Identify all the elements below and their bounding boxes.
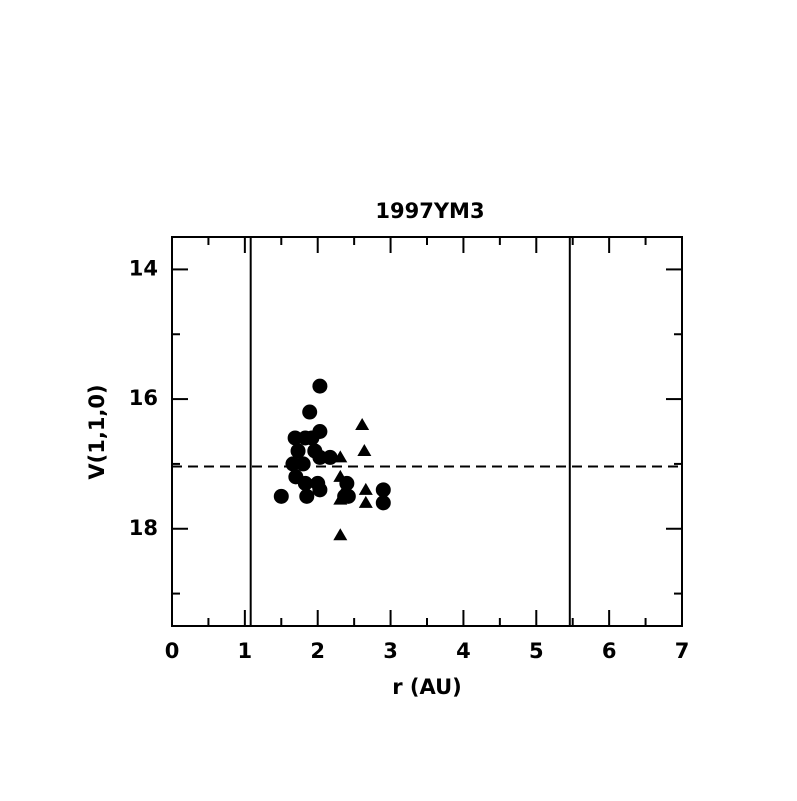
circle-point	[297, 475, 313, 491]
y-tick-label: 16	[129, 386, 158, 410]
triangle-point	[357, 443, 372, 456]
circle-point	[290, 443, 306, 459]
x-tick-label: 4	[456, 639, 471, 663]
circle-point	[273, 488, 289, 504]
circle-point	[312, 449, 328, 465]
triangle-point	[333, 469, 348, 482]
y-tick-label: 14	[129, 256, 158, 280]
x-tick-label: 0	[165, 639, 180, 663]
triangle-point	[337, 482, 352, 495]
triangle-point	[333, 492, 348, 505]
circle-point	[375, 482, 391, 498]
triangle-point	[358, 482, 373, 495]
plot-frame	[171, 236, 683, 627]
y-axis-label: V(1,1,0)	[85, 384, 109, 479]
y-tick-label: 18	[129, 516, 158, 540]
circle-point	[295, 456, 311, 472]
x-tick-label: 7	[675, 639, 690, 663]
chart-title: 1997YM3	[375, 199, 484, 223]
triangle-point	[358, 495, 373, 508]
x-axis-label: r (AU)	[392, 675, 462, 699]
circle-point	[312, 482, 328, 498]
x-tick-label: 1	[238, 639, 253, 663]
triangle-point	[333, 450, 348, 463]
triangle-point	[333, 528, 348, 541]
circle-point	[375, 495, 391, 511]
circle-point	[312, 378, 328, 394]
circle-point	[302, 404, 318, 420]
triangle-point	[355, 418, 370, 431]
x-tick-label: 5	[529, 639, 544, 663]
x-tick-label: 6	[602, 639, 617, 663]
x-tick-label: 2	[310, 639, 325, 663]
x-tick-label: 3	[383, 639, 398, 663]
circle-point	[304, 430, 320, 446]
circle-point	[299, 488, 315, 504]
